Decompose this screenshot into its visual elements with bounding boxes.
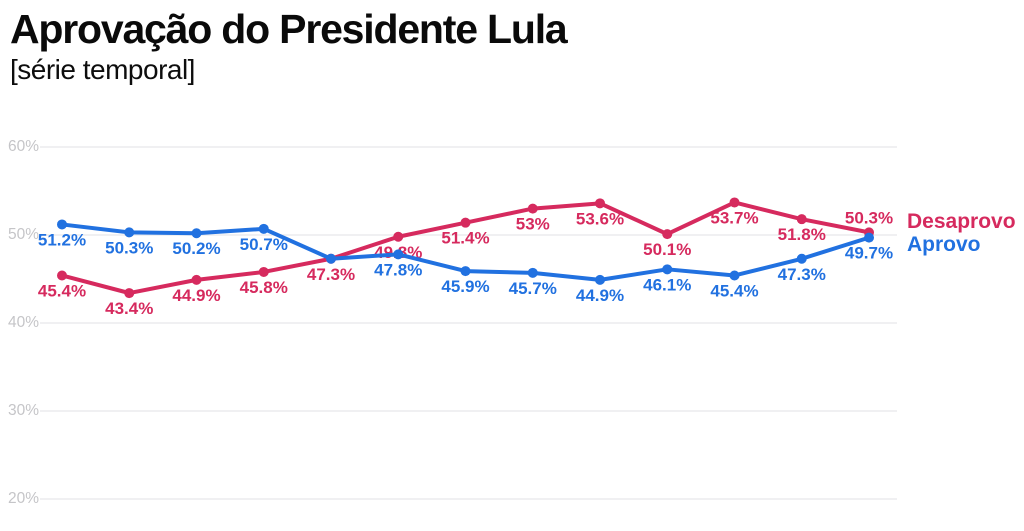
chart-subtitle: [série temporal] (10, 54, 195, 86)
data-point-label-desaprovo: 45.4% (38, 281, 86, 300)
data-point-aprovo (662, 264, 673, 275)
y-axis-tick-label: 60% (8, 138, 39, 155)
data-point-label-aprovo: 47.8% (374, 260, 422, 279)
data-point-aprovo (796, 253, 807, 264)
data-point-aprovo (124, 227, 135, 238)
data-point-label-desaprovo: 44.9% (172, 286, 220, 305)
data-point-aprovo (527, 267, 538, 278)
data-point-label-desaprovo: 53% (516, 215, 550, 234)
data-point-aprovo (460, 266, 471, 277)
data-point-desaprovo (527, 203, 538, 214)
data-point-desaprovo (796, 214, 807, 225)
data-point-aprovo (864, 232, 874, 243)
chart-header: Aprovação do Presidente Lula [série temp… (10, 6, 568, 86)
data-point-desaprovo (191, 274, 202, 285)
legend-desaprovo: Desaprovo (907, 210, 1016, 233)
data-point-label-aprovo: 51.2% (38, 230, 86, 249)
data-point-aprovo (729, 270, 740, 281)
data-point-label-desaprovo: 51.4% (441, 229, 489, 248)
data-point-label-aprovo: 50.3% (105, 238, 153, 257)
data-point-desaprovo (393, 231, 404, 242)
data-point-label-aprovo: 45.9% (441, 277, 489, 296)
data-point-label-desaprovo: 47.3% (307, 265, 355, 284)
data-point-label-aprovo: 45.7% (509, 279, 557, 298)
data-point-desaprovo (662, 229, 673, 240)
data-point-desaprovo (460, 217, 471, 228)
data-point-aprovo (393, 249, 404, 260)
data-point-label-desaprovo: 53.6% (576, 209, 624, 228)
y-axis-tick-label: 50% (8, 226, 39, 243)
data-point-label-desaprovo: 50.1% (643, 240, 691, 259)
y-axis-tick-label: 20% (8, 490, 39, 507)
data-point-label-aprovo: 50.7% (240, 235, 288, 254)
data-point-label-desaprovo: 53.7% (710, 208, 758, 227)
y-axis-tick-label: 40% (8, 314, 39, 331)
data-point-aprovo (57, 219, 67, 230)
data-point-desaprovo (595, 198, 605, 209)
data-point-label-aprovo: 50.2% (172, 239, 220, 258)
data-point-label-aprovo: 45.4% (710, 281, 758, 300)
data-point-label-desaprovo: 51.8% (778, 225, 826, 244)
y-axis-tick-label: 30% (8, 402, 39, 419)
data-point-label-desaprovo: 45.8% (240, 278, 288, 297)
data-point-desaprovo (124, 288, 135, 299)
data-point-label-aprovo: 49.7% (845, 244, 893, 263)
data-point-desaprovo (57, 270, 67, 281)
legend-aprovo: Aprovo (907, 233, 981, 256)
data-point-desaprovo (729, 197, 740, 208)
data-point-desaprovo (258, 266, 269, 277)
chart-title: Aprovação do Presidente Lula (10, 6, 568, 52)
data-point-label-desaprovo: 50.3% (845, 208, 893, 227)
data-point-aprovo (191, 228, 202, 239)
data-point-label-aprovo: 47.3% (778, 265, 826, 284)
data-point-label-aprovo: 44.9% (576, 286, 624, 305)
data-point-aprovo (258, 223, 269, 234)
data-point-label-desaprovo: 43.4% (105, 299, 153, 318)
data-point-aprovo (595, 274, 605, 285)
data-point-label-aprovo: 46.1% (643, 275, 691, 294)
data-point-aprovo (326, 253, 336, 264)
